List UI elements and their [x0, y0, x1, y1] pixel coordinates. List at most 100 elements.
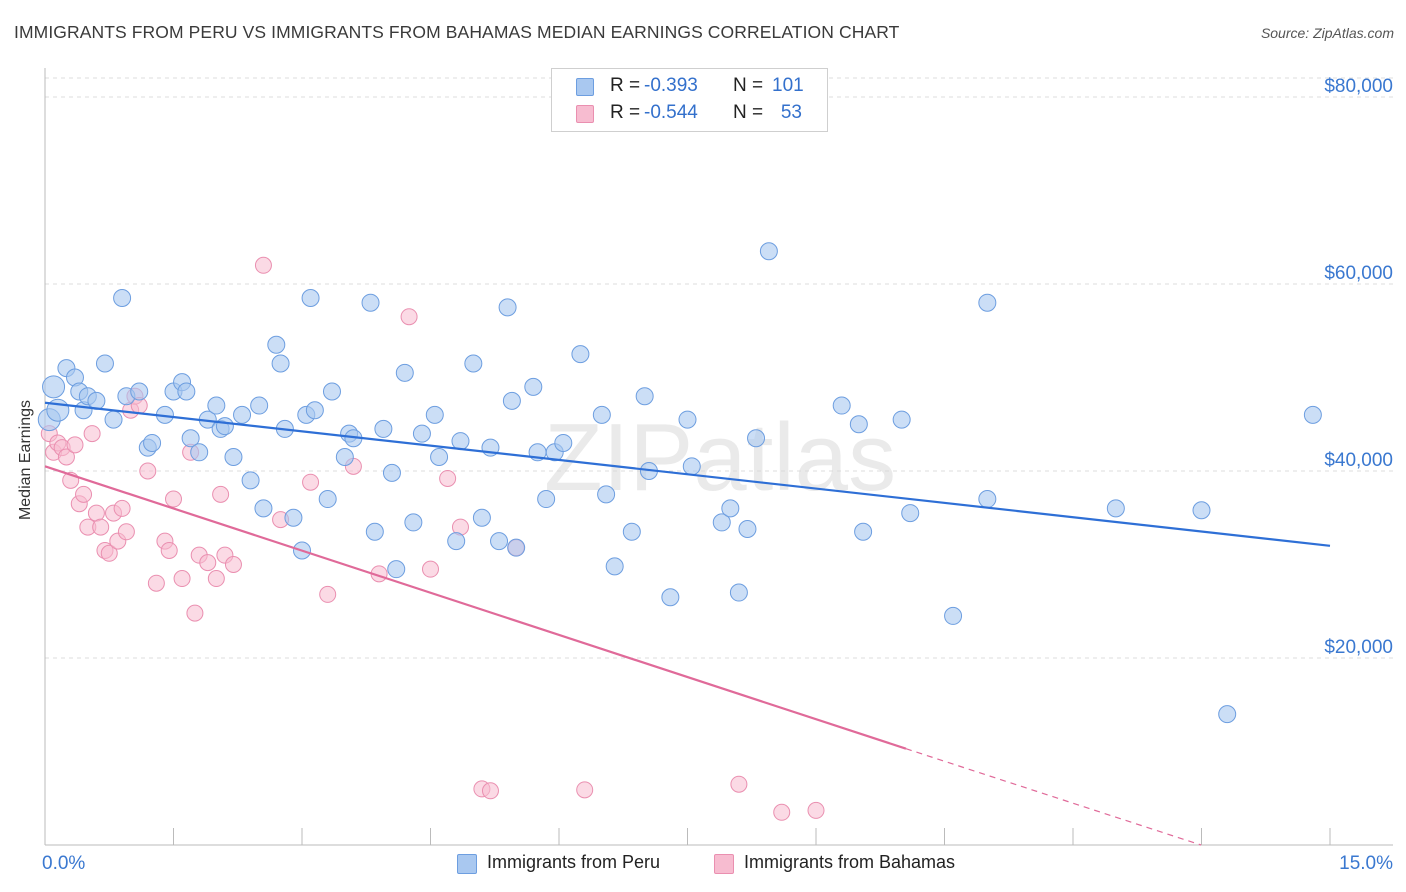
bahamas-point [400, 308, 418, 326]
peru-point [978, 490, 997, 509]
bahamas-point [319, 585, 337, 603]
peru-point [464, 354, 483, 373]
peru-point [832, 396, 851, 415]
bahamas-legend-label: Immigrants from Bahamas [744, 852, 956, 872]
peru-point [305, 401, 324, 420]
peru-point [447, 532, 466, 551]
bahamas-point [139, 462, 157, 480]
peru-point [661, 588, 680, 607]
bahamas-point [207, 570, 225, 588]
bahamas-point [173, 570, 191, 588]
peru-point [597, 485, 616, 504]
peru-point [430, 447, 449, 466]
peru-point [592, 405, 611, 424]
y-tick-label: $40,000 [1324, 450, 1393, 471]
bahamas-point [302, 473, 320, 491]
bahamas-legend-swatch [714, 854, 734, 874]
bahamas-swatch [576, 105, 594, 123]
peru-point [267, 335, 286, 354]
peru-point [901, 504, 920, 523]
peru-point [490, 532, 509, 551]
axes [44, 68, 1393, 846]
bahamas-point [576, 781, 594, 799]
peru-point [404, 513, 423, 532]
x-tick-label: 15.0% [1339, 853, 1393, 874]
bahamas-point [147, 574, 165, 592]
peru-point [747, 429, 766, 448]
trend-lines [44, 401, 1331, 846]
bahamas-point [83, 425, 101, 443]
peru-point [759, 242, 778, 261]
peru-point [635, 387, 654, 406]
peru-point [181, 429, 200, 448]
bahamas-trend-line [44, 465, 907, 750]
peru-point [425, 405, 444, 424]
peru-point [978, 293, 997, 312]
peru-swatch [576, 78, 594, 96]
chart-title: IMMIGRANTS FROM PERU VS IMMIGRANTS FROM … [14, 22, 900, 42]
y-tick-label: $20,000 [1324, 637, 1393, 658]
peru-point [387, 560, 406, 579]
peru-point [605, 557, 624, 576]
peru-point [507, 538, 526, 557]
peru-point [130, 382, 149, 401]
peru-point [113, 289, 132, 308]
bahamas-point [117, 523, 135, 541]
bahamas-point [66, 436, 84, 454]
bahamas-n-value: 53 [780, 102, 802, 123]
peru-point [250, 396, 269, 415]
peru-point [233, 405, 252, 424]
peru-r-value: -0.393 [644, 75, 698, 96]
bahamas-point [160, 541, 178, 559]
correlation-legend: R = -0.393 N = 101 R = -0.544 N = 53 [551, 68, 828, 132]
peru-point [190, 443, 209, 462]
bahamas-point [481, 782, 499, 800]
bahamas-point [87, 504, 105, 522]
peru-point [1218, 705, 1237, 724]
bahamas-point [773, 803, 791, 821]
peru-point [395, 363, 414, 382]
bahamas-point [165, 490, 182, 508]
peru-point [42, 375, 66, 399]
bahamas-point [224, 556, 242, 573]
peru-point [1106, 499, 1125, 518]
peru-point [571, 345, 590, 364]
chart-source: Source: ZipAtlas.com [1260, 25, 1394, 41]
x-tick-label: 0.0% [42, 853, 85, 874]
peru-point [537, 490, 556, 509]
peru-point [322, 382, 341, 401]
peru-point [554, 433, 573, 452]
peru-point [284, 508, 303, 527]
y-tick-label: $80,000 [1324, 76, 1393, 97]
peru-point [271, 354, 290, 373]
peru-n-value: 101 [772, 75, 804, 96]
bahamas-point [100, 544, 118, 562]
peru-point [254, 499, 273, 518]
peru-legend-swatch [457, 854, 477, 874]
grid-lines [45, 77, 1393, 659]
peru-point [712, 513, 731, 532]
bahamas-point [199, 554, 217, 572]
peru-r-label: R = [610, 75, 641, 96]
peru-point [622, 522, 641, 541]
peru-point [944, 606, 963, 625]
peru-point [678, 410, 697, 429]
peru-point [498, 298, 517, 317]
bahamas-point [186, 604, 204, 622]
peru-point [361, 293, 380, 312]
y-tick-label: $60,000 [1324, 263, 1393, 284]
bahamas-point [75, 485, 93, 503]
peru-point [854, 522, 873, 541]
bahamas-point [807, 801, 825, 819]
peru-point [215, 417, 234, 436]
peru-point [502, 391, 521, 410]
peru-point [104, 410, 123, 429]
bahamas-point [212, 485, 230, 503]
peru-point [524, 377, 543, 396]
peru-point [365, 522, 384, 541]
peru-point [412, 424, 431, 443]
bahamas-point [57, 448, 75, 466]
peru-point [241, 471, 260, 490]
bahamas-trend-extension [905, 748, 1202, 846]
peru-trend-line [44, 401, 1331, 547]
